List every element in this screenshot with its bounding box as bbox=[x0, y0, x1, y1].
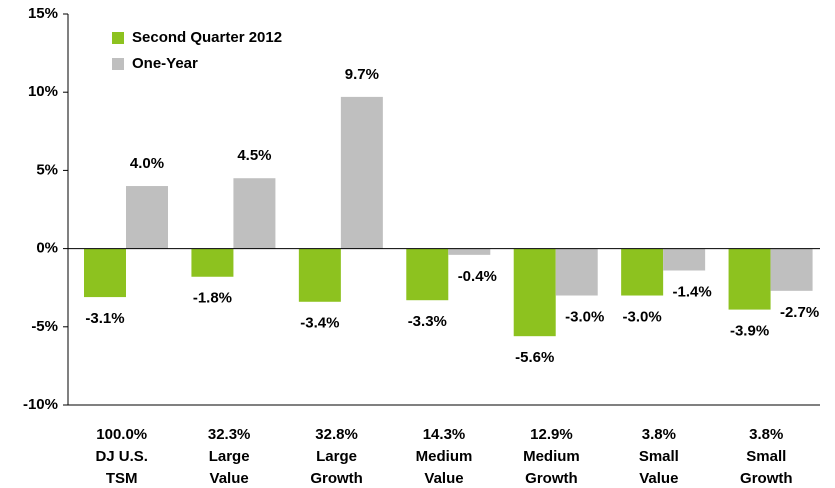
value-label: -0.4% bbox=[458, 268, 497, 285]
x-tick-label: Growth bbox=[740, 470, 793, 487]
value-label: -2.7% bbox=[780, 304, 819, 321]
value-label: -3.0% bbox=[623, 308, 662, 325]
x-tick-label: TSM bbox=[106, 470, 138, 487]
value-label: -1.4% bbox=[673, 283, 712, 300]
x-tick-label: Value bbox=[424, 470, 463, 487]
bar bbox=[84, 248, 126, 298]
bar bbox=[126, 186, 168, 249]
value-label: 4.5% bbox=[237, 147, 271, 164]
bar bbox=[513, 248, 556, 337]
x-tick-label: 3.8% bbox=[642, 426, 676, 443]
value-label: -3.4% bbox=[300, 315, 339, 332]
x-tick-label: Value bbox=[639, 470, 678, 487]
value-label: -3.9% bbox=[730, 323, 769, 340]
x-tick-label: 12.9% bbox=[530, 426, 573, 443]
x-tick-label: Large bbox=[209, 448, 250, 465]
x-tick-label: 14.3% bbox=[423, 426, 466, 443]
legend-swatch bbox=[112, 32, 124, 44]
value-label: -3.0% bbox=[565, 308, 604, 325]
legend-swatch bbox=[112, 58, 124, 70]
x-tick-label: Growth bbox=[525, 470, 578, 487]
x-tick-label: Small bbox=[746, 448, 786, 465]
bar bbox=[448, 248, 491, 255]
x-tick-label: Medium bbox=[523, 448, 580, 465]
bar bbox=[663, 248, 706, 271]
x-tick-label: 3.8% bbox=[749, 426, 783, 443]
value-label: -3.3% bbox=[408, 313, 447, 330]
x-tick-label: Small bbox=[639, 448, 679, 465]
x-tick-label: Value bbox=[210, 470, 249, 487]
bar bbox=[340, 96, 383, 249]
bar bbox=[621, 248, 664, 296]
x-tick-label: 32.3% bbox=[208, 426, 251, 443]
value-label: -3.1% bbox=[85, 310, 124, 327]
legend-label: One-Year bbox=[132, 55, 198, 72]
x-tick-label: 100.0% bbox=[96, 426, 147, 443]
y-tick-label: -5% bbox=[31, 318, 58, 335]
bar bbox=[233, 178, 276, 249]
bar bbox=[298, 248, 341, 302]
bar bbox=[770, 248, 813, 291]
x-tick-label: Growth bbox=[310, 470, 363, 487]
y-tick-label: 5% bbox=[36, 161, 58, 178]
value-label: -1.8% bbox=[193, 290, 232, 307]
y-tick-label: 15% bbox=[28, 5, 58, 22]
bar bbox=[728, 248, 771, 310]
bar bbox=[191, 248, 234, 277]
legend-label: Second Quarter 2012 bbox=[132, 29, 282, 46]
x-tick-label: Medium bbox=[416, 448, 473, 465]
y-tick-label: 10% bbox=[28, 83, 58, 100]
x-tick-label: DJ U.S. bbox=[95, 448, 148, 465]
x-tick-label: 32.8% bbox=[315, 426, 358, 443]
value-label: -5.6% bbox=[515, 349, 554, 366]
x-tick-label: Large bbox=[316, 448, 357, 465]
y-tick-label: -10% bbox=[23, 396, 58, 413]
bar bbox=[555, 248, 598, 296]
value-label: 9.7% bbox=[345, 66, 379, 83]
bar bbox=[406, 248, 449, 301]
y-tick-label: 0% bbox=[36, 240, 58, 257]
value-label: 4.0% bbox=[130, 155, 164, 172]
